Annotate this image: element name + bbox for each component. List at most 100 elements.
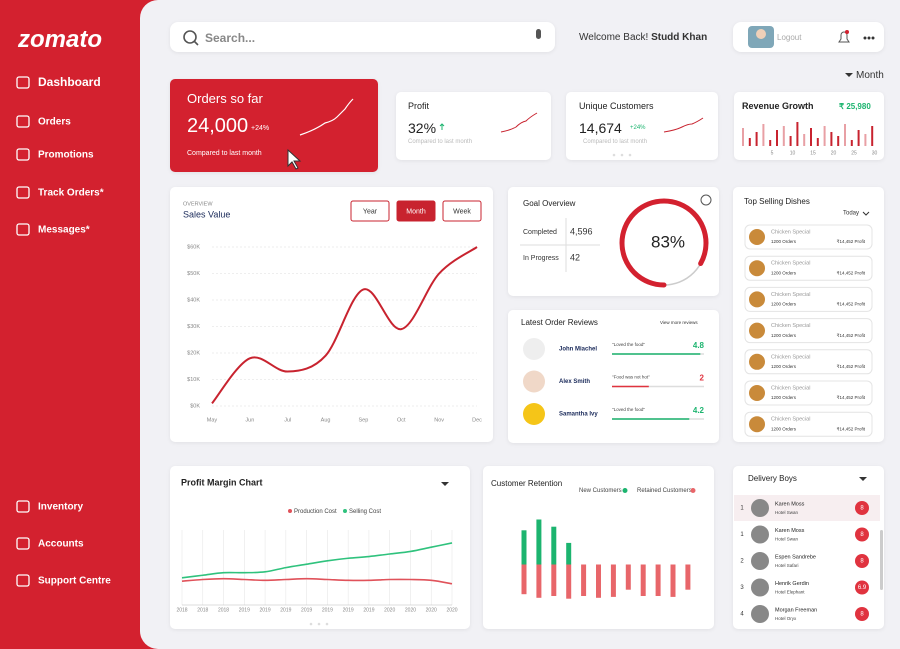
bar: [521, 564, 527, 595]
legend-label: Selling Cost: [349, 509, 381, 515]
nav-item[interactable]: Promotions: [38, 150, 94, 161]
dish-image: [749, 322, 765, 339]
x-tick-label: 2019: [322, 607, 333, 613]
filter[interactable]: Today: [843, 211, 859, 217]
x-tick-label: Jul: [284, 417, 291, 423]
bar: [566, 542, 572, 565]
axis-label: 10: [790, 150, 796, 156]
nav-item[interactable]: Support Centre: [38, 576, 111, 587]
reviewer-name: John Miachel: [559, 347, 597, 353]
x-tick-label: Nov: [434, 417, 444, 423]
nav-item[interactable]: Dashboard: [38, 75, 101, 89]
legend-label: New Customers: [579, 488, 622, 494]
nav-item[interactable]: Orders: [38, 117, 71, 128]
rider-hotel: Hotel Elephant: [775, 590, 805, 595]
x-tick-label: 2020: [384, 607, 395, 613]
dish-profit: ₹14,452 Profit: [837, 333, 866, 338]
axis-label: 30: [872, 150, 878, 156]
line: [211, 246, 478, 404]
nav-icon: [16, 537, 30, 550]
dish-orders: 1200 Orders: [771, 270, 797, 275]
card-title: Top Selling Dishes: [744, 197, 810, 206]
caret[interactable]: [441, 482, 449, 486]
dish-row[interactable]: [744, 318, 873, 344]
info-icon[interactable]: [700, 194, 712, 206]
dish-image: [749, 291, 765, 308]
toggle-button[interactable]: [350, 200, 390, 222]
avatar: [523, 338, 545, 360]
toggle-button[interactable]: [396, 200, 436, 222]
kpi-value: 14,674: [579, 120, 622, 136]
sparkline: [500, 112, 538, 133]
dish-profit: ₹14,452 Profit: [837, 426, 866, 431]
logout[interactable]: Logout: [777, 33, 802, 42]
dish-row[interactable]: [744, 411, 873, 437]
deco-bar: [803, 134, 806, 146]
x-tick-label: Jun: [245, 417, 254, 423]
dish-row[interactable]: [744, 286, 873, 312]
period-select[interactable]: Month: [856, 70, 884, 81]
nav-item[interactable]: Track Orders*: [38, 188, 104, 199]
more-icon[interactable]: [863, 36, 875, 40]
x-tick-label: 2019: [260, 607, 271, 613]
toggle-label: Year: [363, 208, 378, 215]
nav-item[interactable]: Messages*: [38, 225, 90, 236]
y-tick-label: $50K: [187, 271, 200, 277]
overline: OVERVIEW: [183, 201, 213, 207]
dish-row[interactable]: [744, 349, 873, 375]
kpi-change: +24%: [630, 125, 646, 131]
y-tick-label: $20K: [187, 350, 200, 356]
x-tick-label: Aug: [321, 417, 331, 423]
x-tick-label: 2018: [197, 607, 208, 613]
caret[interactable]: [859, 477, 867, 481]
pager-dots: [309, 622, 329, 626]
deco-bar: [816, 138, 819, 146]
avatar: [751, 578, 769, 597]
nav-item[interactable]: Accounts: [38, 539, 84, 550]
cursor: [287, 148, 302, 170]
kpi-title: Orders so far: [187, 91, 263, 106]
deco-bar: [810, 128, 812, 146]
count: 6.9: [858, 585, 867, 591]
dish-profit: ₹14,452 Profit: [837, 270, 866, 275]
card-title: Goal Overview: [523, 199, 576, 208]
legend-swatch: [288, 509, 292, 513]
legend-label: Retained Customers: [637, 488, 692, 494]
dish-row[interactable]: [744, 380, 873, 406]
nav-icon: [16, 574, 30, 587]
count: 8: [860, 532, 864, 538]
bell-icon[interactable]: [838, 31, 850, 43]
toggle-label: Week: [453, 208, 471, 215]
mic-icon[interactable]: [536, 29, 541, 39]
bar: [551, 526, 557, 565]
goal-label: Completed: [523, 229, 557, 236]
dish-row[interactable]: [744, 255, 873, 281]
deco-bar: [782, 126, 785, 146]
customers-card: Unique Customers 14,674 +24% Compared to…: [566, 92, 718, 160]
sparkline: [663, 117, 704, 133]
bar: [581, 564, 587, 596]
bar: [536, 564, 542, 598]
deco-bar: [871, 126, 874, 146]
up-arrow: [439, 123, 445, 130]
caret[interactable]: [862, 211, 870, 216]
dish-name: Chicken Special: [771, 417, 810, 423]
scrollbar[interactable]: [880, 530, 883, 590]
avatar: [756, 29, 766, 39]
link[interactable]: View more reviews: [660, 320, 698, 325]
revenue-card: Revenue Growth ₹ 25,980: [734, 92, 884, 160]
search-box[interactable]: Search...: [170, 22, 555, 52]
dish-name: Chicken Special: [771, 354, 810, 360]
nav-item[interactable]: Inventory: [38, 502, 83, 513]
toggle-button[interactable]: [442, 200, 482, 222]
x-tick-label: Oct: [397, 417, 406, 423]
dish-row[interactable]: [744, 224, 873, 250]
dish-name: Chicken Special: [771, 292, 810, 298]
deco-bar: [796, 122, 799, 146]
nav-icon: [16, 148, 30, 161]
count: 8: [860, 506, 864, 512]
dish-orders: 1200 Orders: [771, 302, 797, 307]
legend-swatch: [343, 509, 347, 513]
reviewer-name: Samantha Ivy: [559, 412, 598, 418]
